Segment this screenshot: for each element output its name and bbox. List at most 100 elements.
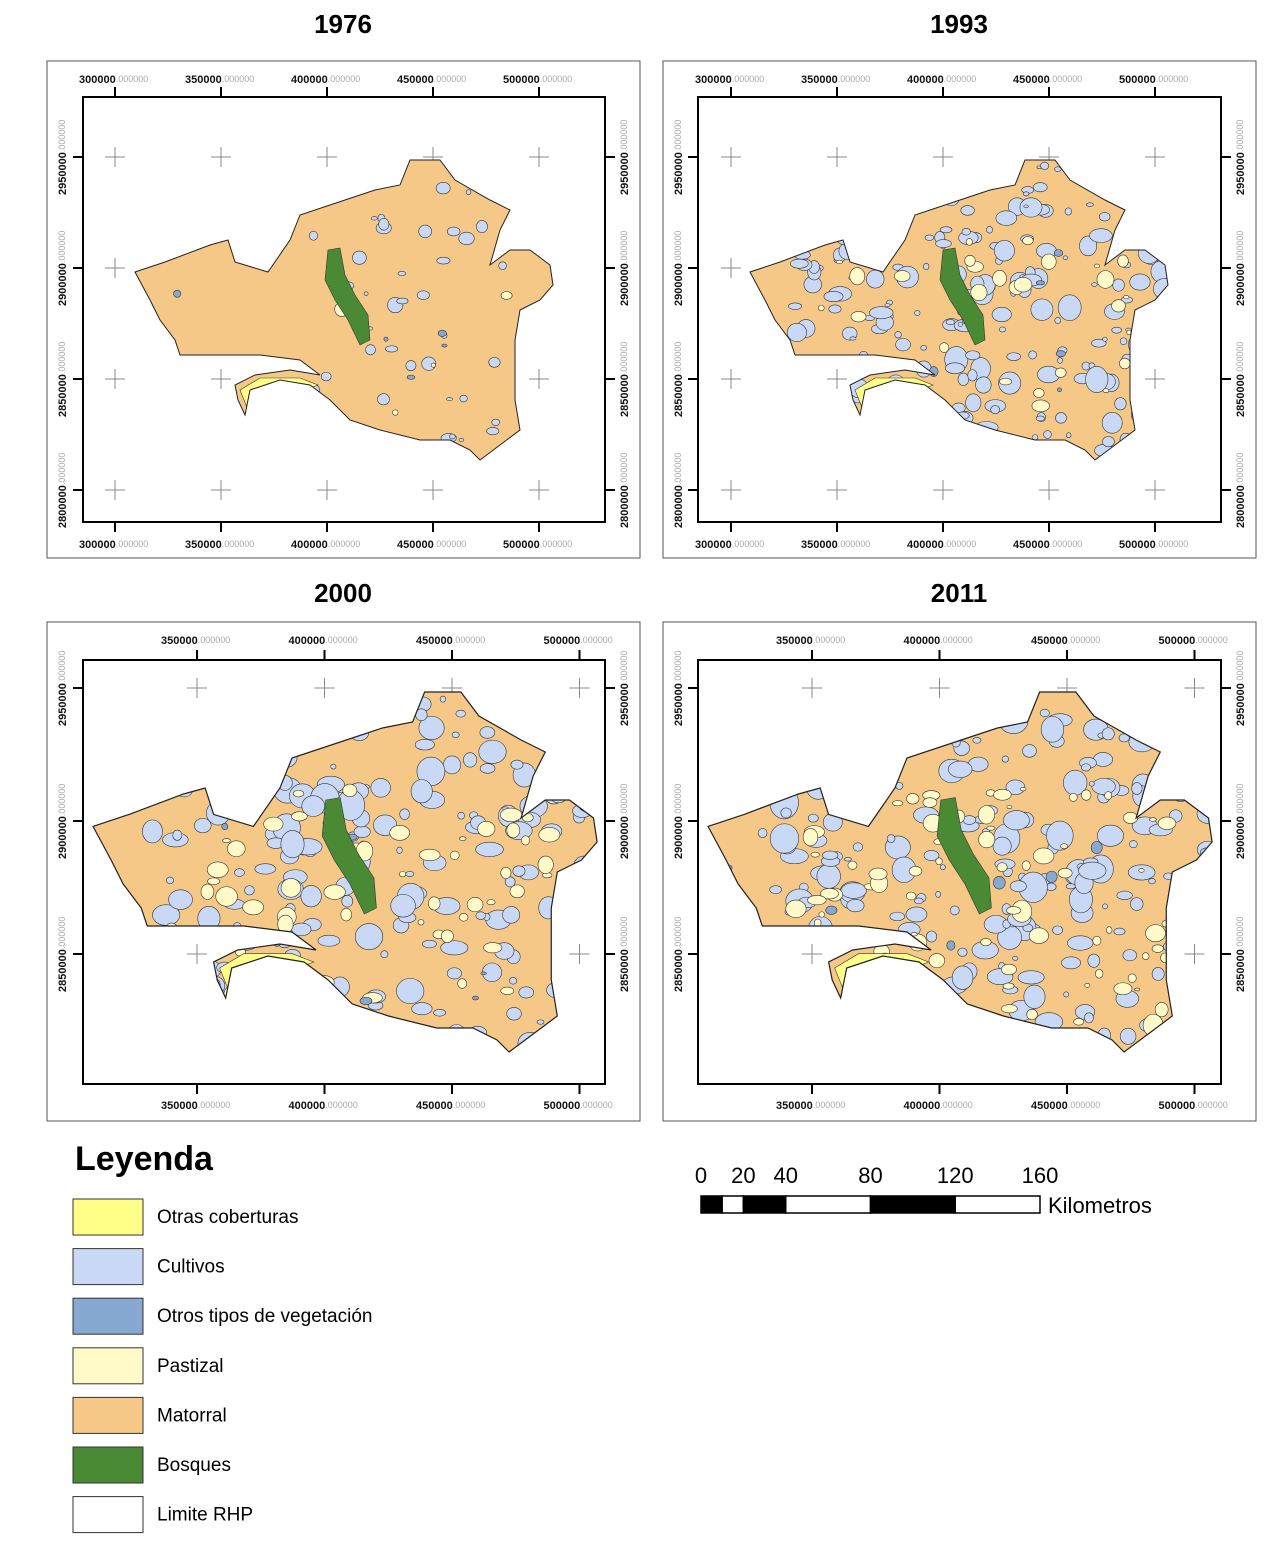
land-patch <box>1024 205 1029 208</box>
legend-label: Pastizal <box>157 1356 224 1377</box>
land-patch <box>489 357 500 367</box>
land-patch <box>1058 295 1081 321</box>
x-tick-label: 500000.000000 <box>1119 539 1188 551</box>
y-tick-value: 2900000 <box>57 263 69 306</box>
y-tick-value: 2950000 <box>619 683 631 726</box>
x-tick-label: 350000.000000 <box>185 74 254 86</box>
x-tick-decimals: .000000 <box>1195 1100 1228 1110</box>
land-patch <box>1091 339 1106 347</box>
land-patch <box>385 346 397 352</box>
land-patch <box>419 225 432 238</box>
land-patch <box>958 322 962 327</box>
land-patch <box>979 831 995 848</box>
land-patch <box>1074 1018 1084 1025</box>
scale-label: 20 <box>731 1163 755 1188</box>
land-patch <box>808 895 827 904</box>
y-tick-value: 2900000 <box>619 263 631 306</box>
land-patch <box>417 291 429 300</box>
y-tick-value: 2800000 <box>673 485 685 528</box>
y-tick-decimals: .000000 <box>673 231 683 264</box>
grid-cross <box>721 258 741 278</box>
x-tick-decimals: .000000 <box>580 1100 613 1110</box>
map-frame <box>697 659 1222 1085</box>
land-patch <box>1106 927 1112 934</box>
y-tick-label: 2950000.000000 <box>619 651 631 726</box>
y-tick-decimals: .000000 <box>673 651 683 684</box>
land-patch <box>958 948 967 956</box>
land-patch <box>966 351 980 360</box>
x-tick-decimals: .000000 <box>116 539 149 549</box>
y-tick-decimals: .000000 <box>619 784 629 817</box>
land-patch <box>936 858 943 865</box>
land-patch <box>412 1003 432 1015</box>
land-patch <box>940 343 949 353</box>
land-patch <box>869 307 893 319</box>
land-patch <box>1046 871 1057 882</box>
land-patch <box>853 843 863 851</box>
land-patch <box>492 419 500 425</box>
x-tick-decimals: .000000 <box>328 539 361 549</box>
x-tick-label: 450000.000000 <box>1013 74 1082 86</box>
land-patch <box>993 837 1011 855</box>
x-tick-label: 350000.000000 <box>161 1100 230 1112</box>
land-patch <box>1142 953 1149 960</box>
x-tick-label: 450000.000000 <box>397 74 466 86</box>
land-patch <box>480 727 495 739</box>
y-tick-value: 2800000 <box>1235 485 1247 528</box>
land-patch <box>1029 928 1048 944</box>
land-patch <box>1114 928 1125 935</box>
land-patch <box>996 211 1017 226</box>
land-patch <box>503 906 520 923</box>
land-patch <box>397 847 403 853</box>
y-tick-value: 2950000 <box>619 152 631 195</box>
land-patch <box>1123 950 1137 961</box>
land-patch <box>318 935 340 946</box>
land-patch <box>447 968 461 979</box>
map-panel: 1976300000.000000300000.000000350000.000… <box>46 9 641 559</box>
x-tick-decimals: .000000 <box>1068 1100 1101 1110</box>
scale-unit: Kilometros <box>1048 1193 1152 1218</box>
x-tick-decimals: .000000 <box>540 74 573 84</box>
y-tick-label: 2950000.000000 <box>673 120 685 195</box>
land-patch <box>997 863 1007 872</box>
grid-cross <box>827 480 847 500</box>
land-patch <box>999 378 1011 385</box>
land-patch <box>1129 841 1137 848</box>
x-tick-decimals: .000000 <box>222 74 255 84</box>
land-patch <box>381 951 388 958</box>
forest-patch <box>325 248 370 345</box>
land-patch <box>1006 907 1020 915</box>
legend-swatch <box>72 1446 144 1484</box>
legend-swatch <box>72 1248 144 1286</box>
land-patch <box>1002 756 1009 762</box>
legend-swatch <box>72 1496 144 1534</box>
land-patch <box>952 966 973 990</box>
land-patch <box>892 801 902 806</box>
y-tick-label: 2800000.000000 <box>673 453 685 528</box>
land-patch <box>966 394 981 412</box>
land-patch <box>442 344 447 347</box>
land-patch <box>466 190 471 195</box>
land-patch <box>1031 299 1053 321</box>
y-tick-value: 2850000 <box>673 374 685 417</box>
land-patch <box>378 394 390 405</box>
land-patch <box>1055 317 1061 323</box>
y-tick-decimals: .000000 <box>57 120 67 153</box>
scale-label: 160 <box>1022 1163 1059 1188</box>
grid-cross <box>1145 369 1165 389</box>
land-patch <box>321 372 331 381</box>
land-patch <box>896 338 911 351</box>
land-patch <box>1057 358 1062 364</box>
scale-segment <box>954 1195 1041 1214</box>
land-patch <box>781 808 792 818</box>
land-patch <box>976 377 992 393</box>
land-patch <box>978 805 994 824</box>
land-patch <box>1022 237 1033 245</box>
x-tick-value: 450000 <box>1013 74 1050 86</box>
land-patch <box>936 891 941 897</box>
land-patch <box>166 877 173 884</box>
land-patch <box>301 885 322 906</box>
x-tick-value: 450000 <box>1031 635 1068 647</box>
land-patch <box>986 226 992 233</box>
land-patch <box>1020 787 1026 790</box>
